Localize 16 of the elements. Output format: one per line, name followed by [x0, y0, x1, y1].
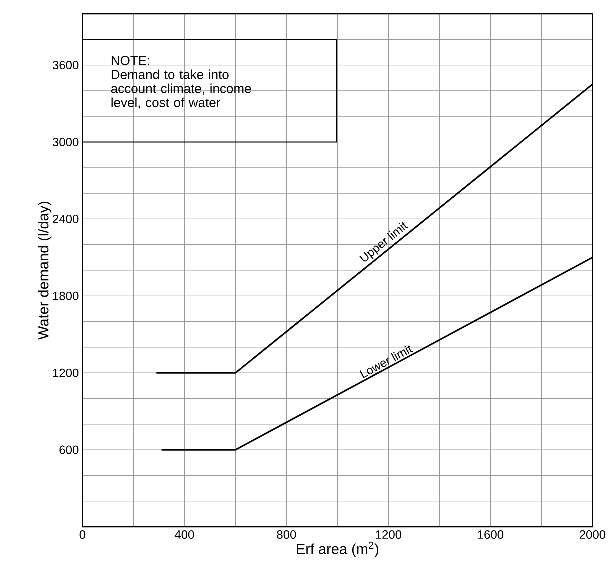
x-axis-title: Erf area (m$^{2}$): [297, 542, 379, 558]
x-tick-label: 0: [80, 530, 86, 540]
y-tick-label: 1800: [53, 292, 79, 300]
y-tick-label: 600: [60, 446, 79, 454]
x-tick-label: 400: [174, 530, 194, 540]
y-tick-label: 1200: [53, 368, 79, 378]
y-tick-label: 3600: [52, 61, 79, 70]
x-tick-label: 800: [277, 530, 296, 540]
x-tick-label: 1200: [376, 530, 402, 540]
y-tick-label: 3000: [52, 138, 79, 146]
x-tick-label: 1600: [478, 530, 504, 540]
y-tick-label: 2400: [53, 214, 79, 224]
annotation: NOTE:: [112, 56, 150, 66]
y-axis-title: Water demand (l/day): [38, 202, 52, 340]
x-tick-label: 2000: [580, 530, 606, 540]
annotation: Demand to take into account climate, income level, cost of water: [111, 70, 252, 109]
